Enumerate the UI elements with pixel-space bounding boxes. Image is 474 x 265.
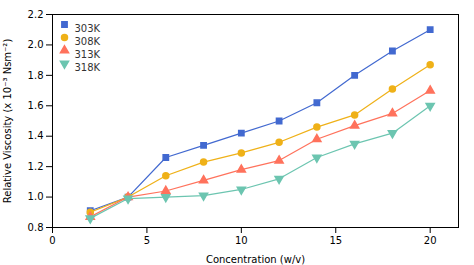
- svg-text:Concentration (w/v): Concentration (w/v): [206, 254, 305, 265]
- svg-text:2.0: 2.0: [28, 39, 44, 50]
- svg-text:0.8: 0.8: [28, 222, 44, 233]
- svg-text:318K: 318K: [75, 62, 101, 73]
- svg-text:5: 5: [144, 235, 150, 246]
- svg-text:20: 20: [424, 235, 437, 246]
- svg-text:1.2: 1.2: [28, 161, 44, 172]
- svg-text:1.8: 1.8: [28, 70, 44, 81]
- svg-text:303K: 303K: [75, 23, 101, 34]
- svg-text:Relative Viscosity (x 10⁻³ Nsm: Relative Viscosity (x 10⁻³ Nsm⁻²): [2, 39, 13, 204]
- svg-text:313K: 313K: [75, 49, 101, 60]
- svg-text:1.4: 1.4: [28, 130, 44, 141]
- svg-text:1.0: 1.0: [28, 191, 44, 202]
- svg-text:0: 0: [49, 235, 55, 246]
- svg-text:10: 10: [235, 235, 248, 246]
- svg-text:2.2: 2.2: [28, 9, 44, 20]
- svg-text:1.6: 1.6: [28, 100, 44, 111]
- svg-text:15: 15: [329, 235, 342, 246]
- svg-text:308K: 308K: [75, 36, 101, 47]
